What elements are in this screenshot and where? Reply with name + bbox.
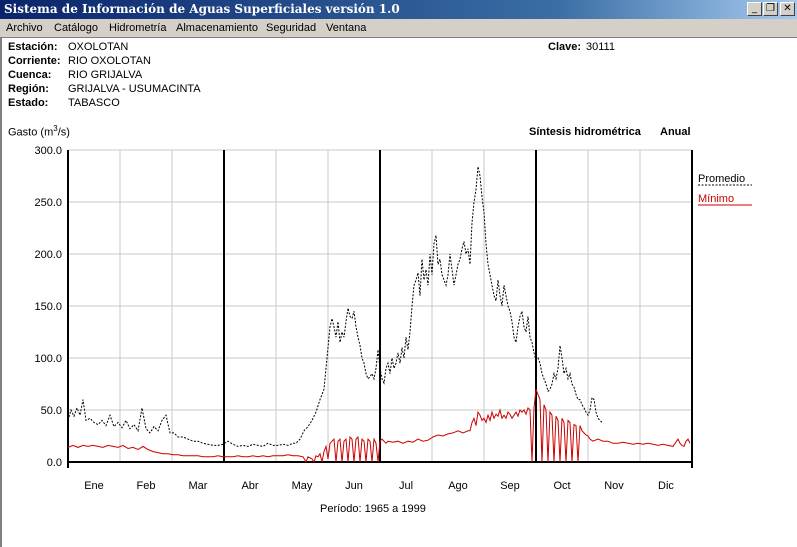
menu-archivo[interactable]: Archivo <box>6 22 43 34</box>
region-label-text: Región: <box>8 83 49 95</box>
ylabel-prefix: Gasto (m <box>8 126 54 139</box>
estado-value: TABASCO <box>68 97 120 109</box>
estado-label: Estado: <box>8 97 48 109</box>
series-minimo-line <box>67 389 691 464</box>
month-label: Sep <box>500 480 520 492</box>
month-label: Feb <box>137 480 156 492</box>
month-label: Abr <box>241 480 258 492</box>
y-tick-label: 50.0 <box>41 405 62 417</box>
menu-catalogo[interactable]: Catálogo <box>54 22 99 34</box>
estacion-value: OXOLOTAN <box>68 41 129 53</box>
month-label: Jul <box>399 480 413 492</box>
ylabel-sup: 3 <box>53 124 58 133</box>
menu-ventana[interactable]: Ventana <box>326 22 367 34</box>
month-label: Mar <box>189 480 208 492</box>
estado-label-text: Estado: <box>8 97 49 109</box>
clave-value: 30111 <box>586 41 615 53</box>
minimize-icon[interactable]: _ <box>747 2 762 16</box>
corriente-label-text: Corriente: <box>8 55 61 67</box>
cuenca-label-text: Cuenca: <box>8 69 52 81</box>
synthesis-title: Síntesis hidrométrica <box>529 126 641 138</box>
legend-minimo-label: Mínimo <box>698 193 734 205</box>
menu-bar: Archivo Catálogo Hidrometría Almacenamie… <box>0 19 797 38</box>
month-label: Ago <box>448 480 468 492</box>
window-title: Sistema de Información de Aguas Superfic… <box>4 2 400 16</box>
cuenca-label: Cuenca: <box>8 69 51 81</box>
month-label: Ene <box>84 480 104 492</box>
restore-icon[interactable]: ❐ <box>763 2 778 16</box>
y-tick-label: 150.0 <box>34 301 62 313</box>
month-label: Jun <box>345 480 363 492</box>
clave-label-text: Clave: <box>548 41 582 53</box>
y-tick-label: 200.0 <box>34 249 62 261</box>
y-axis-label: Gasto (m3/s) <box>8 124 70 139</box>
cuenca-value: RIO GRIJALVA <box>68 69 143 81</box>
ylabel-suffix: /s) <box>57 126 70 139</box>
y-tick-label: 100.0 <box>34 353 62 365</box>
region-label: Región: <box>8 83 49 95</box>
series-promedio-line <box>67 166 603 447</box>
month-label: Nov <box>604 480 624 492</box>
periodo-label: Período: 1965 a 1999 <box>320 503 426 515</box>
corriente-label: Corriente: <box>8 55 61 67</box>
y-tick-label: 250.0 <box>34 197 62 209</box>
estacion-label: Estación: <box>8 41 58 53</box>
month-label: May <box>292 480 313 492</box>
month-label: Dic <box>658 480 674 492</box>
clave-label: Clave: <box>548 41 581 53</box>
menu-hidrometria[interactable]: Hidrometría <box>109 22 167 34</box>
y-tick-label: 0.0 <box>47 457 62 469</box>
y-tick-label: 300.0 <box>34 145 62 157</box>
menu-seguridad[interactable]: Seguridad <box>266 22 317 34</box>
close-icon[interactable]: ✕ <box>780 2 795 16</box>
month-label: Oct <box>553 480 570 492</box>
region-value: GRIJALVA - USUMACINTA <box>68 83 201 95</box>
estacion-row: Estación: <box>8 41 58 53</box>
menu-almacenamiento[interactable]: Almacenamiento <box>176 22 258 34</box>
title-bar: Sistema de Información de Aguas Superfic… <box>0 0 797 19</box>
legend-promedio-label: Promedio <box>698 173 745 185</box>
corriente-value: RIO OXOLOTAN <box>68 55 151 67</box>
period-type: Anual <box>660 126 691 138</box>
